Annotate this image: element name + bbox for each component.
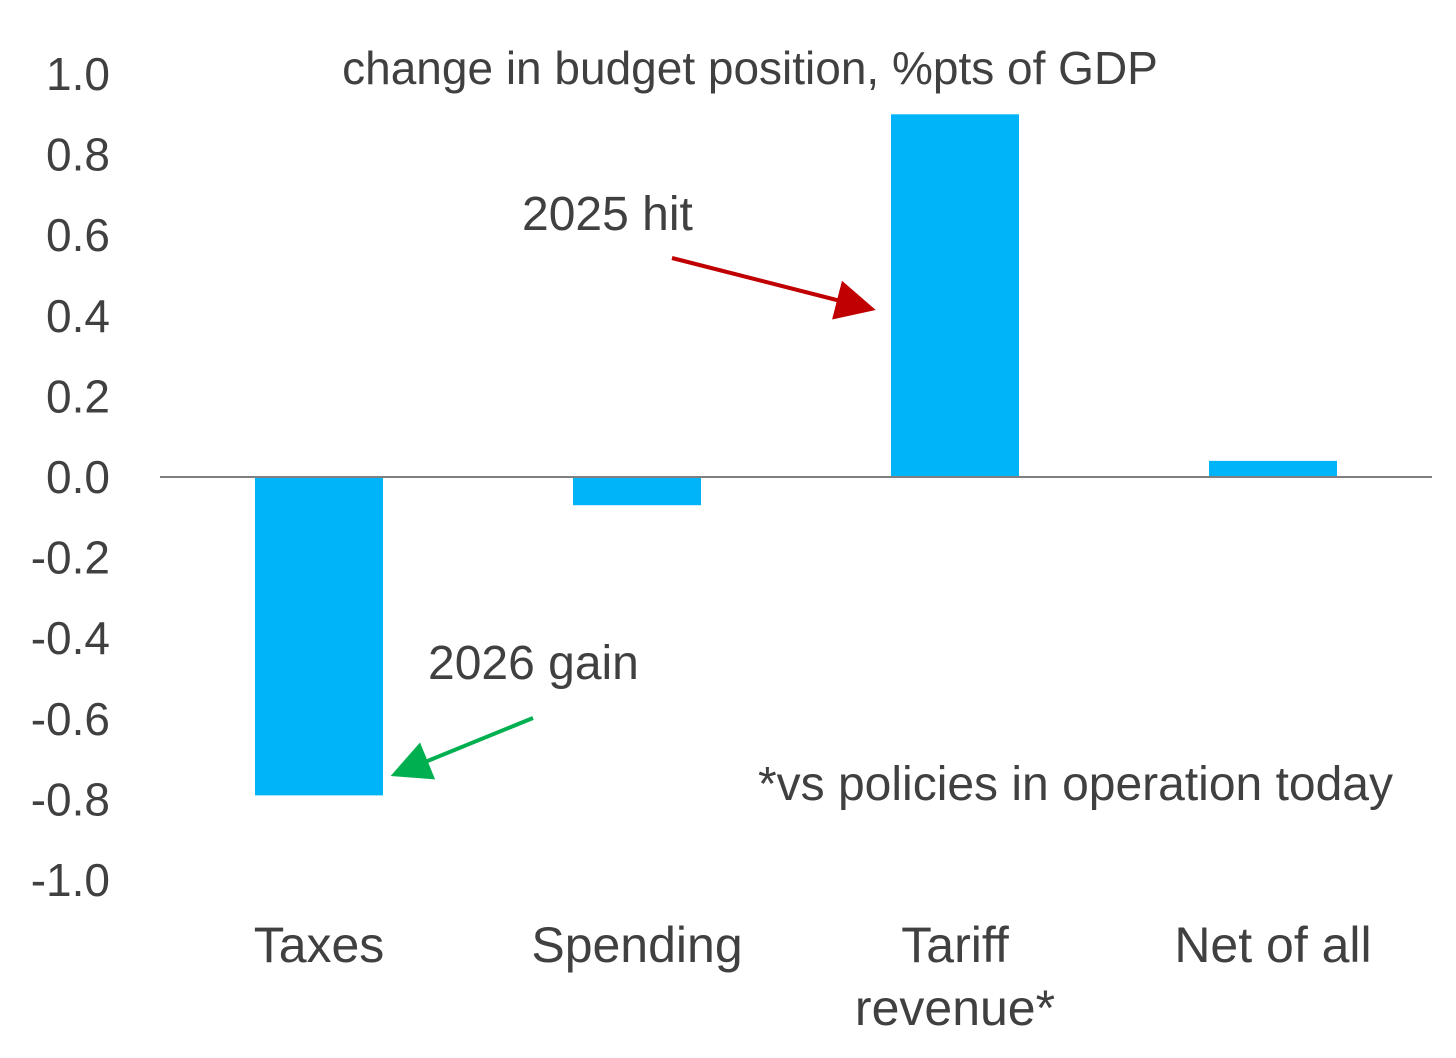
bar — [1209, 460, 1337, 477]
bar — [891, 114, 1019, 478]
chart-title: change in budget position, %pts of GDP — [342, 42, 1158, 94]
arrow-2025-hit — [671, 256, 876, 320]
y-tick-label: -0.6 — [31, 693, 110, 745]
y-tick-label: 0.2 — [46, 370, 110, 422]
y-axis-ticks: 1.0 0.8 0.6 0.4 0.2 0.0 -0.2 -0.4 -0.6 -0.8 -1.0 — [31, 48, 110, 906]
bar — [255, 477, 383, 796]
y-tick-label: 1.0 — [46, 48, 110, 100]
y-tick-label: -0.4 — [31, 612, 110, 664]
y-tick-label: -0.2 — [31, 532, 110, 584]
y-tick-label: 0.6 — [46, 209, 110, 261]
footnote: *vs policies in operation today — [758, 758, 1393, 811]
annotation-2025-hit: 2025 hit — [522, 188, 693, 241]
x-tick-label: Spending — [531, 917, 742, 973]
y-tick-label: -0.8 — [31, 773, 110, 825]
arrow-2026-gain — [390, 716, 534, 780]
y-tick-label: 0.0 — [46, 451, 110, 503]
x-tick-label: Taxes — [254, 917, 385, 973]
bars — [255, 114, 1337, 796]
bar — [573, 477, 701, 506]
x-tick-label: Tariff — [901, 917, 1009, 973]
x-tick-label: Net of all — [1174, 917, 1371, 973]
y-tick-label: 0.4 — [46, 290, 110, 342]
y-tick-label: 0.8 — [46, 129, 110, 181]
x-axis-labels: Taxes Spending Tariff revenue* Net of all — [254, 917, 1372, 1036]
x-tick-label: revenue* — [855, 980, 1055, 1036]
y-tick-label: -1.0 — [31, 854, 110, 906]
annotation-2026-gain: 2026 gain — [428, 637, 639, 690]
